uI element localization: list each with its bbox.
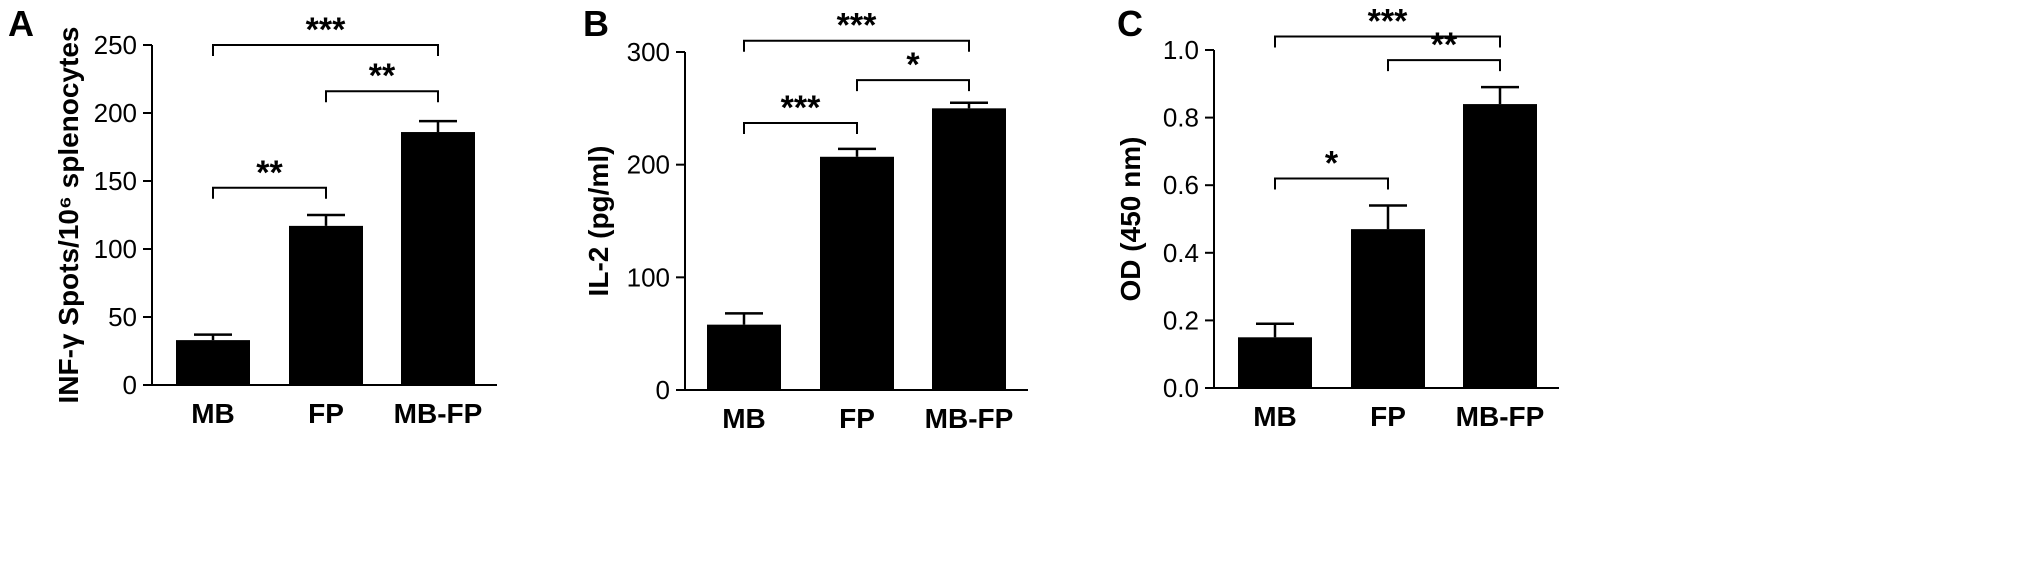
significance-label: *** xyxy=(837,7,877,45)
bar xyxy=(820,156,894,390)
y-tick-label: 0.0 xyxy=(1163,373,1199,403)
y-tick-label: 300 xyxy=(627,37,670,67)
y-tick-label: 0.8 xyxy=(1163,103,1199,133)
y-tick-label: 0.4 xyxy=(1163,238,1199,268)
significance-bracket xyxy=(856,79,970,92)
x-tick-label: FP xyxy=(1370,401,1406,432)
y-tick-label: 100 xyxy=(627,262,670,292)
y-tick-label: 1.0 xyxy=(1163,35,1199,65)
significance-label: *** xyxy=(781,89,821,127)
bar xyxy=(176,340,250,385)
y-tick-label: 50 xyxy=(108,302,137,332)
significance-label: * xyxy=(1325,144,1339,182)
bar xyxy=(289,225,363,385)
significance-bracket xyxy=(1274,35,1501,48)
panel-letter: A xyxy=(8,3,34,44)
x-tick-label: MB xyxy=(191,398,235,429)
significance-bracket xyxy=(743,121,858,134)
significance-label: * xyxy=(906,46,920,84)
significance-label: ** xyxy=(369,57,396,95)
x-tick-label: FP xyxy=(839,403,875,434)
significance-bracket xyxy=(1274,177,1389,190)
bar xyxy=(1463,104,1537,388)
panel-letter: C xyxy=(1117,3,1143,44)
y-axis-label: INF-γ Spots/10⁶ splenocytes xyxy=(53,26,84,403)
significance-bracket xyxy=(743,39,970,52)
y-tick-label: 100 xyxy=(94,234,137,264)
significance-label: ** xyxy=(256,154,283,192)
x-tick-label: MB xyxy=(1253,401,1297,432)
y-tick-label: 200 xyxy=(94,98,137,128)
significance-bracket xyxy=(212,186,327,199)
y-tick-label: 250 xyxy=(94,30,137,60)
y-tick-label: 0.2 xyxy=(1163,305,1199,335)
bar xyxy=(401,132,475,385)
y-tick-label: 200 xyxy=(627,150,670,180)
x-tick-label: FP xyxy=(308,398,344,429)
significance-bracket xyxy=(1387,59,1501,72)
y-tick-label: 0 xyxy=(123,370,137,400)
y-tick-label: 0 xyxy=(656,375,670,405)
x-tick-label: MB-FP xyxy=(925,403,1014,434)
y-tick-label: 150 xyxy=(94,166,137,196)
panel-letter: B xyxy=(583,3,609,44)
significance-bracket xyxy=(325,90,439,103)
panel-c: C 0.0 0.2 0.4 0.6 0.8 1.0 OD (450 nm) MB FP MB-FP *… xyxy=(1115,2,1559,432)
significance-label: ** xyxy=(1431,26,1458,64)
bar xyxy=(707,324,781,390)
panel-a: A 0 50 100 150 200 250 INF-γ Spots/10⁶ splenocy… xyxy=(8,3,497,429)
bar xyxy=(1351,229,1425,388)
y-axis-label: IL-2 (pg/ml) xyxy=(583,146,614,297)
x-tick-label: MB-FP xyxy=(1456,401,1545,432)
x-tick-label: MB-FP xyxy=(394,398,483,429)
significance-label: *** xyxy=(1368,2,1408,40)
y-axis-label: OD (450 nm) xyxy=(1115,137,1146,302)
significance-label: *** xyxy=(306,11,346,49)
y-tick-label: 0.6 xyxy=(1163,170,1199,200)
bar xyxy=(932,108,1006,390)
x-tick-label: MB xyxy=(722,403,766,434)
bar xyxy=(1238,337,1312,388)
significance-bracket xyxy=(212,44,439,56)
